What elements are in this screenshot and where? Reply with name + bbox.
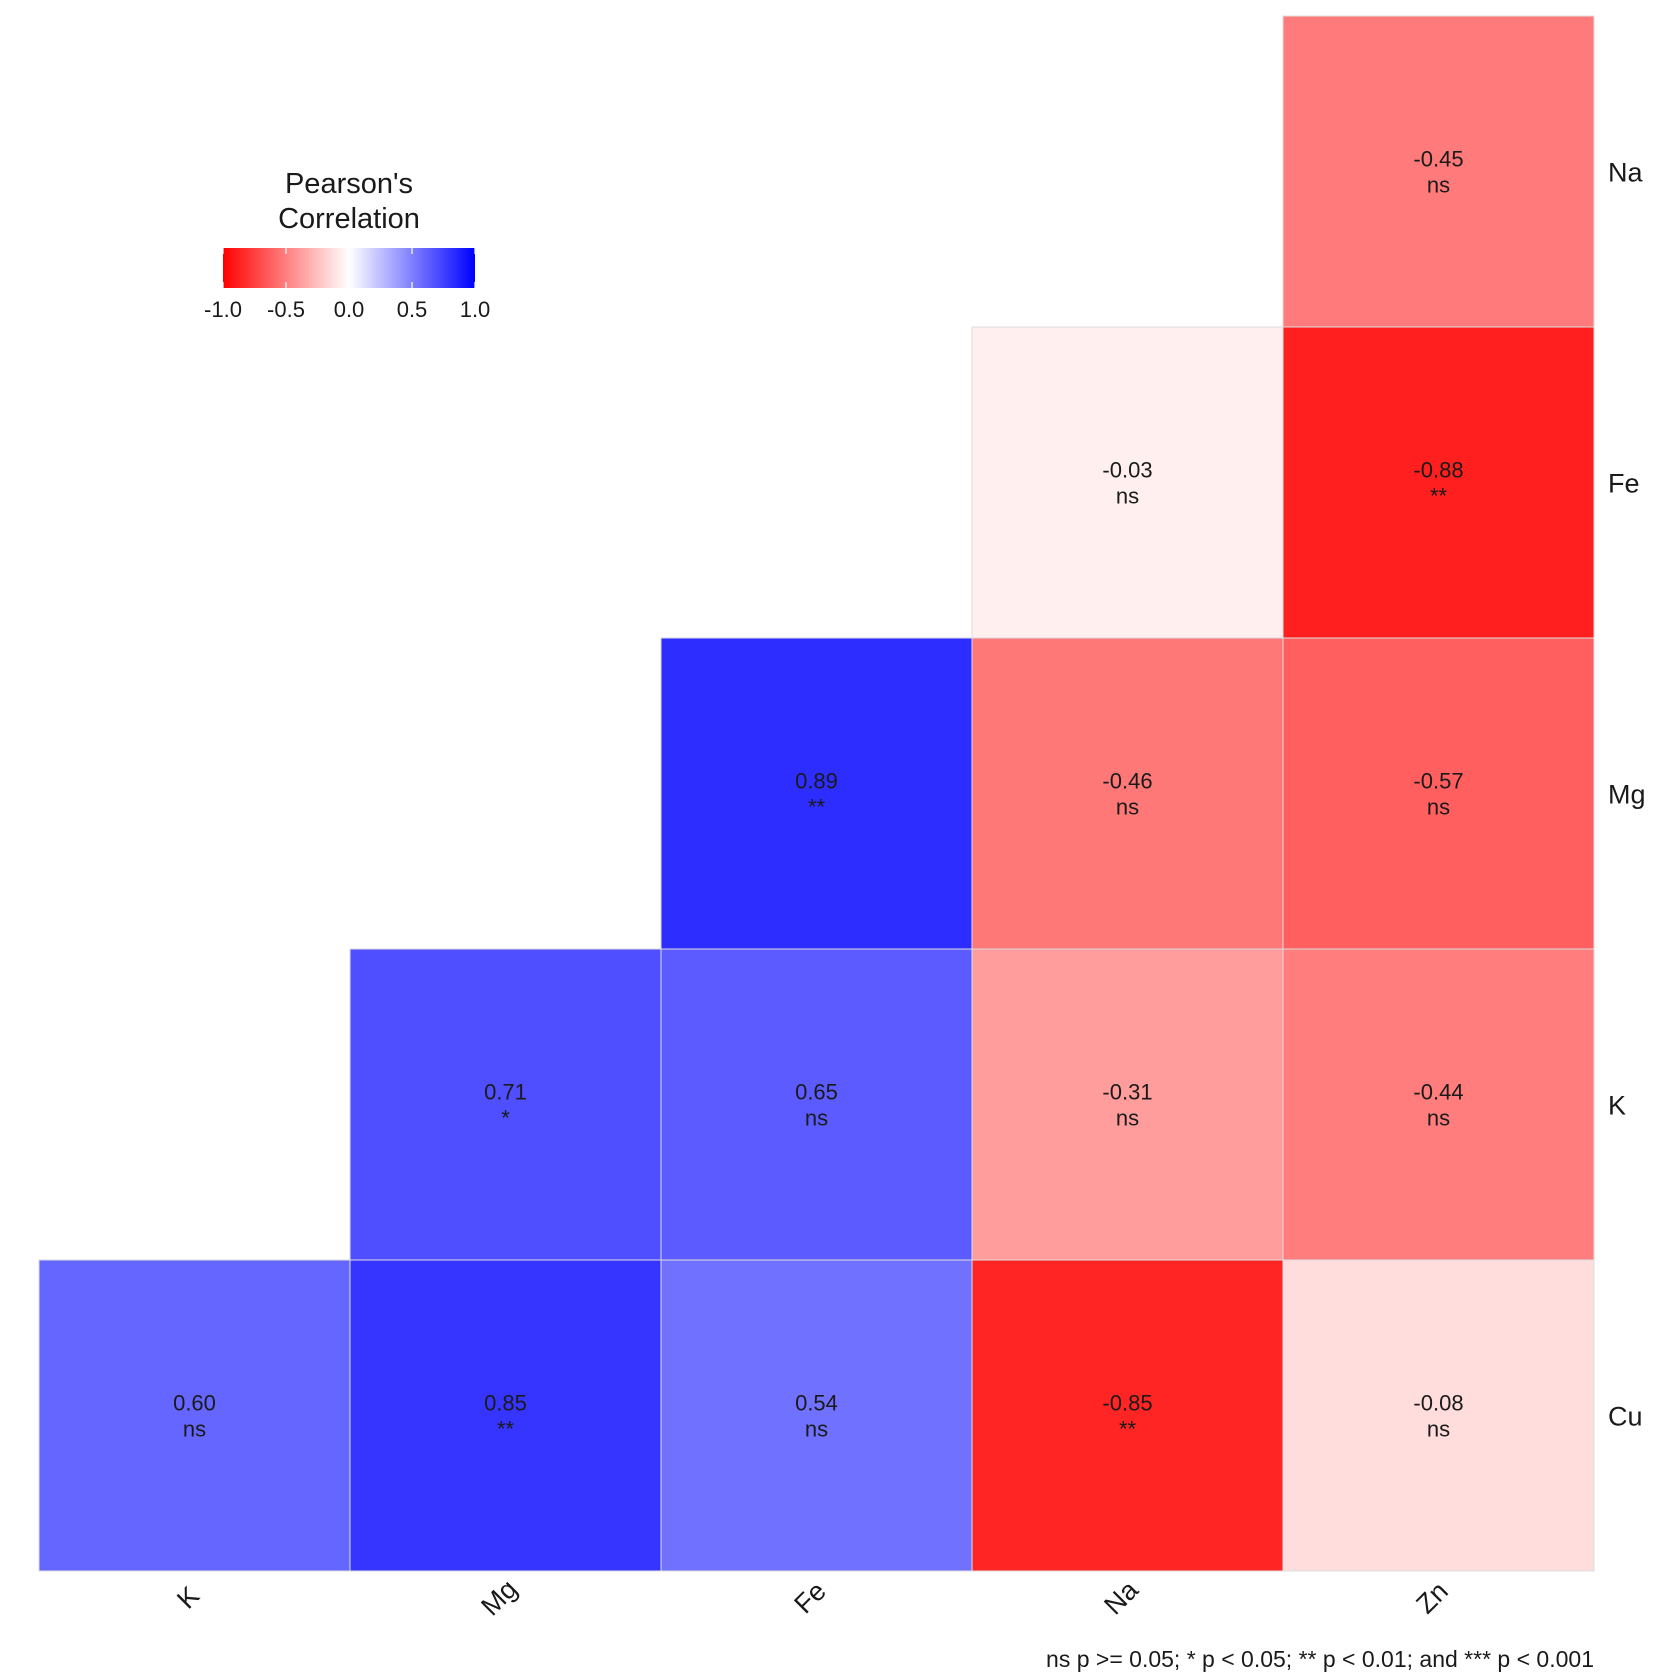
cell-rect (660, 637, 973, 950)
cell-value-label: -0.85 (1102, 1391, 1152, 1416)
cell-rect (971, 1259, 1284, 1572)
cell-significance-label: * (501, 1106, 510, 1131)
cell-significance-label: ns (1116, 484, 1139, 509)
cell-value-label: 0.89 (795, 769, 838, 794)
cell-significance-label: ns (1116, 1106, 1139, 1131)
cell-significance-label: ns (1427, 173, 1450, 198)
cell-significance-label: ** (808, 795, 826, 820)
cell-value-label: 0.65 (795, 1080, 838, 1105)
cell-significance-label: ns (1116, 795, 1139, 820)
x-axis-label: Fe (788, 1576, 831, 1619)
cell-rect (971, 948, 1284, 1261)
x-axis-label: K (171, 1581, 205, 1615)
cell-significance-label: ns (1427, 1106, 1450, 1131)
legend-tick-label: -0.5 (267, 297, 305, 322)
cell-value-label: 0.71 (484, 1080, 527, 1105)
cell-significance-label: ** (497, 1417, 515, 1442)
cell-value-label: -0.44 (1413, 1080, 1463, 1105)
cell-value-label: -0.03 (1102, 458, 1152, 483)
x-axis-label: Zn (1410, 1576, 1453, 1619)
heatmap-cell: 0.71* (349, 948, 662, 1261)
cell-value-label: -0.46 (1102, 769, 1152, 794)
cell-rect (349, 1259, 662, 1572)
heatmap-cell: 0.85** (349, 1259, 662, 1572)
color-legend: Pearson's Correlation -1.0 -0.5 0.0 0.5 1.0 (204, 168, 490, 322)
cell-significance-label: ns (805, 1417, 828, 1442)
y-axis-label: K (1608, 1091, 1626, 1121)
heatmap-cell: -0.88** (1282, 326, 1595, 639)
legend-colorbar (223, 248, 475, 288)
x-axis-labels: K Mg Fe Na Zn (171, 1574, 1454, 1622)
cell-rect (660, 948, 973, 1261)
legend-tick-label: -1.0 (204, 297, 242, 322)
y-axis-label: Cu (1608, 1402, 1643, 1432)
cell-rect (38, 1259, 351, 1572)
legend-tick-label: 0.0 (334, 297, 365, 322)
cell-significance-label: ** (1119, 1417, 1137, 1442)
y-axis-label: Mg (1608, 780, 1646, 810)
legend-tick-label: 1.0 (460, 297, 491, 322)
cell-rect (349, 948, 662, 1261)
cell-significance-label: ns (1427, 795, 1450, 820)
cell-value-label: -0.31 (1102, 1080, 1152, 1105)
cell-rect (1282, 15, 1595, 328)
x-axis-label: Mg (475, 1574, 523, 1622)
cell-value-label: -0.57 (1413, 769, 1463, 794)
heatmap-cell: 0.89** (660, 637, 973, 950)
heatmap-cells: -0.45ns-0.03ns-0.88**0.89**-0.46ns-0.57n… (38, 15, 1595, 1572)
cell-rect (1282, 1259, 1595, 1572)
cell-value-label: 0.60 (173, 1391, 216, 1416)
legend-title-line-2: Correlation (278, 203, 420, 235)
cell-value-label: -0.08 (1413, 1391, 1463, 1416)
cell-rect (660, 1259, 973, 1572)
cell-rect (1282, 948, 1595, 1261)
cell-rect (1282, 637, 1595, 950)
cell-rect (971, 637, 1284, 950)
cell-significance-label: ns (805, 1106, 828, 1131)
heatmap-cell: -0.85** (971, 1259, 1284, 1572)
legend-title-line-1: Pearson's (285, 168, 413, 200)
y-axis-label: Fe (1608, 469, 1640, 499)
cell-value-label: 0.54 (795, 1391, 838, 1416)
y-axis-labels: Na Fe Mg K Cu (1608, 158, 1646, 1432)
cell-value-label: -0.88 (1413, 458, 1463, 483)
legend-tick-label: 0.5 (397, 297, 428, 322)
x-axis-label: Na (1098, 1574, 1144, 1620)
cell-significance-label: ** (1430, 484, 1448, 509)
cell-rect (1282, 326, 1595, 639)
cell-rect (971, 326, 1284, 639)
y-axis-label: Na (1608, 158, 1643, 188)
cell-significance-label: ns (1427, 1417, 1450, 1442)
cell-significance-label: ns (183, 1417, 206, 1442)
cell-value-label: 0.85 (484, 1391, 527, 1416)
significance-footnote: ns p >= 0.05; * p < 0.05; ** p < 0.01; a… (1046, 1646, 1594, 1672)
cell-value-label: -0.45 (1413, 147, 1463, 172)
